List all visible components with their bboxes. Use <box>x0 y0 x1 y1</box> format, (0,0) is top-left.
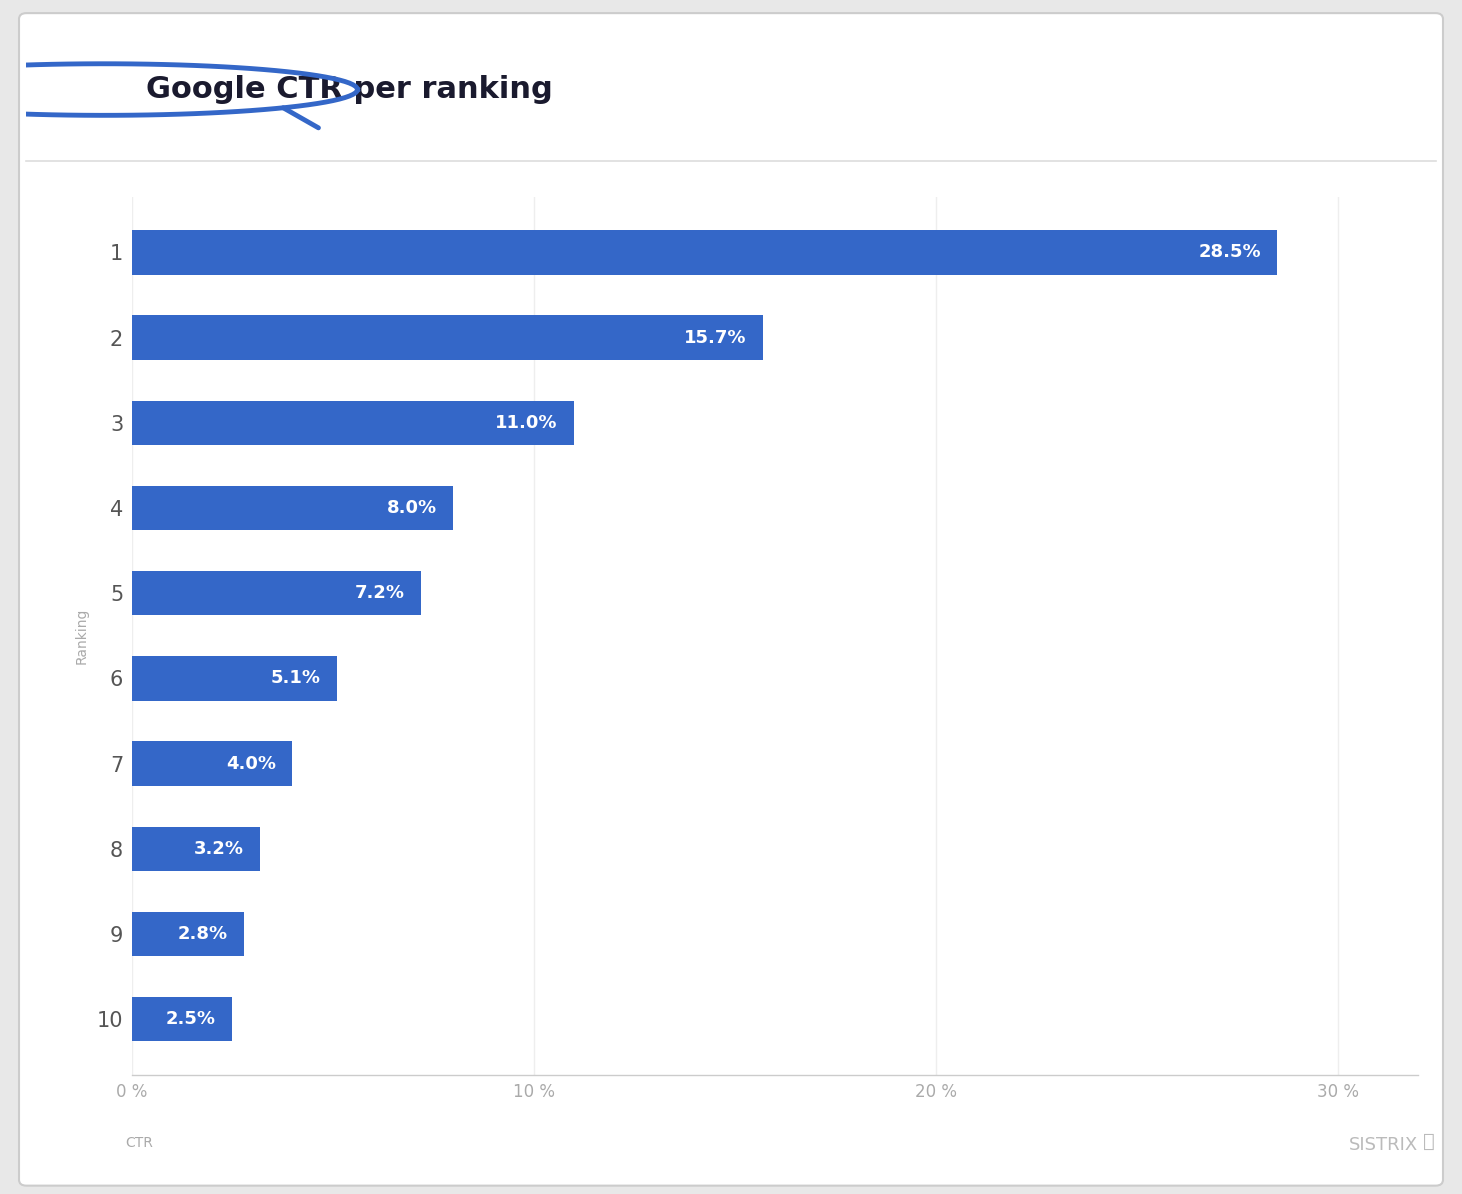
Bar <box>132 912 244 956</box>
Y-axis label: Ranking: Ranking <box>75 608 88 664</box>
Text: 5.1%: 5.1% <box>270 670 320 688</box>
Bar <box>132 230 1278 275</box>
Bar <box>132 571 421 615</box>
Text: 7.2%: 7.2% <box>355 584 405 602</box>
Bar <box>132 657 336 701</box>
Text: 3.2%: 3.2% <box>194 839 244 857</box>
Text: 2.5%: 2.5% <box>167 1010 216 1028</box>
Text: 28.5%: 28.5% <box>1199 244 1262 261</box>
Text: 8.0%: 8.0% <box>387 499 437 517</box>
Text: SISTRIX: SISTRIX <box>1349 1135 1418 1155</box>
Bar <box>132 315 763 359</box>
Bar <box>132 741 292 786</box>
Text: Google CTR per ranking: Google CTR per ranking <box>146 75 553 104</box>
Bar <box>132 401 573 445</box>
Text: 2.8%: 2.8% <box>178 925 228 943</box>
Bar <box>132 486 453 530</box>
Text: 4.0%: 4.0% <box>227 755 276 773</box>
Text: ⌕: ⌕ <box>1423 1132 1434 1151</box>
Text: 15.7%: 15.7% <box>684 328 747 346</box>
Text: 11.0%: 11.0% <box>496 414 557 432</box>
Text: CTR: CTR <box>126 1135 154 1150</box>
Bar <box>132 997 232 1041</box>
Bar <box>132 826 260 870</box>
